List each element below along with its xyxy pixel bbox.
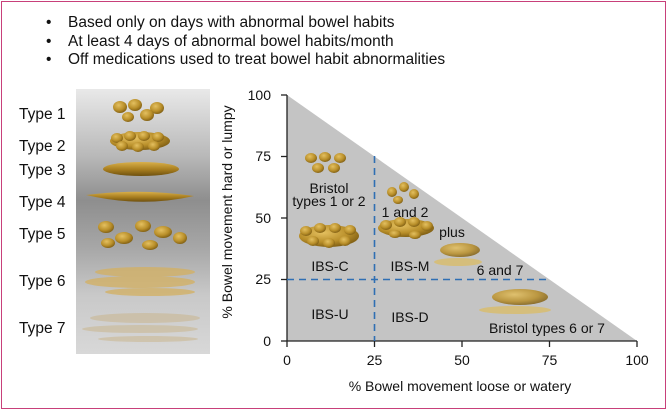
y-tick-label: 75 <box>255 148 271 164</box>
mixed-loose-icon <box>434 243 482 266</box>
type-4-stool-icon <box>86 191 194 202</box>
region-label-ibs-c: IBS-C <box>311 258 348 274</box>
loose-stool-icon <box>479 289 551 314</box>
mixed-lumps-icon <box>387 182 419 204</box>
type-3-stool-icon <box>103 162 179 176</box>
region-label-ibs-m: IBS-M <box>391 258 430 274</box>
criteria-item: • Based only on days with abnormal bowel … <box>46 14 395 31</box>
y-tick-label: 25 <box>255 271 271 287</box>
stool-type-label: Type 4 <box>19 194 66 211</box>
x-tick-label: 25 <box>367 352 383 368</box>
y-tick-label: 0 <box>263 333 271 349</box>
mixed-1-2-label: 1 and 2 <box>382 204 429 220</box>
mixed-plus-label: plus <box>439 224 465 240</box>
stool-type-label: Type 5 <box>19 226 66 243</box>
stool-type-label: Type 2 <box>19 138 66 155</box>
y-tick-label: 100 <box>248 87 272 103</box>
x-tick-label: 75 <box>542 352 558 368</box>
bristol-1-2-label: Bristol <box>310 180 349 196</box>
type-7-stool-icon <box>82 313 200 342</box>
mixed-6-7-label: 6 and 7 <box>477 262 524 278</box>
subtype-triangle <box>287 95 637 341</box>
hard-lumps-icon <box>305 152 346 173</box>
stool-type-label: Type 1 <box>19 106 66 123</box>
type-1-stool-icon <box>113 99 164 122</box>
y-axis <box>281 94 288 342</box>
bristol-6-7-label: Bristol types 6 or 7 <box>489 320 605 336</box>
y-tick-label: 50 <box>255 210 271 226</box>
type-6-stool-icon <box>85 267 195 296</box>
type-5-stool-icon <box>98 220 187 250</box>
x-tick-label: 0 <box>283 352 291 368</box>
bullet-icon: • <box>46 32 52 50</box>
x-axis-title: % Bowel movement loose or watery <box>349 378 572 394</box>
bullet-icon: • <box>46 14 52 31</box>
criteria-list: • Based only on days with abnormal bowel … <box>46 14 445 70</box>
x-tick-label: 100 <box>625 352 649 368</box>
criteria-item: • Off medications used to treat bowel hab… <box>46 51 446 68</box>
stool-type-label: Type 6 <box>19 273 66 290</box>
x-axis <box>286 340 638 347</box>
x-tick-label: 50 <box>454 352 470 368</box>
criteria-item: • At least 4 days of abnormal bowel habit… <box>46 32 394 50</box>
bullet-icon: • <box>46 51 52 68</box>
y-axis-title: % Bowel movement hard or lumpy <box>219 105 235 318</box>
region-label-ibs-d: IBS-D <box>391 309 428 325</box>
mixed-sausage-icon <box>378 217 434 239</box>
type-2-stool-icon <box>110 131 170 152</box>
hard-sausage-icon <box>299 223 359 248</box>
stool-type-label: Type 7 <box>19 320 66 337</box>
stool-type-label: Type 3 <box>19 162 66 179</box>
bristol-1-2-label: types 1 or 2 <box>292 193 365 209</box>
region-label-ibs-u: IBS-U <box>311 306 348 322</box>
